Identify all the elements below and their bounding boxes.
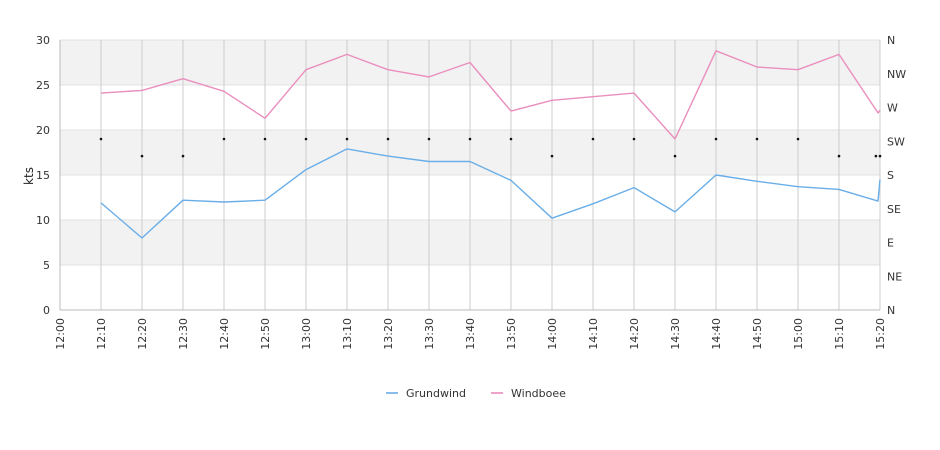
x-tick-label: 15:20	[874, 318, 887, 350]
direction-tick-label: S	[887, 169, 894, 182]
legend-item[interactable]: Windboee	[491, 387, 566, 400]
y-tick-label: 10	[36, 214, 50, 227]
x-tick-label: 12:20	[136, 318, 149, 350]
direction-marker	[755, 137, 759, 141]
x-tick-label: 13:00	[300, 318, 313, 350]
vertical-gridlines	[59, 40, 881, 310]
direction-tick-label: E	[887, 237, 894, 250]
direction-tick-label: SW	[887, 135, 905, 148]
legend-item[interactable]: Grundwind	[386, 387, 466, 400]
x-tick-label: 14:30	[669, 318, 682, 350]
direction-marker	[591, 137, 595, 141]
x-tick-label: 13:40	[464, 318, 477, 350]
direction-markers	[99, 137, 882, 158]
direction-marker	[673, 154, 677, 158]
y-tick-label: 30	[36, 34, 50, 47]
direction-marker	[99, 137, 103, 141]
direction-marker	[550, 154, 554, 158]
legend-label: Grundwind	[406, 387, 466, 400]
y-tick-label: 0	[43, 304, 50, 317]
axes	[59, 40, 880, 311]
y-tick-label: 20	[36, 124, 50, 137]
y-tick-label: 5	[43, 259, 50, 272]
direction-tick-label: W	[887, 102, 898, 115]
direction-marker	[140, 154, 144, 158]
direction-marker	[796, 137, 800, 141]
direction-axis-tick-labels: N NE E SE S SW W NW N	[887, 34, 906, 317]
series-lines	[100, 50, 881, 239]
direction-tick-label: NW	[887, 68, 906, 81]
x-tick-label: 14:50	[751, 318, 764, 350]
direction-marker	[386, 137, 390, 141]
direction-marker	[345, 137, 349, 141]
direction-tick-label: NE	[887, 270, 902, 283]
x-tick-label: 12:40	[218, 318, 231, 350]
x-tick-label: 12:50	[259, 318, 272, 350]
x-tick-label: 13:10	[341, 318, 354, 350]
direction-marker	[878, 154, 882, 158]
direction-tick-label: N	[887, 304, 895, 317]
direction-marker	[509, 137, 513, 141]
direction-marker	[222, 137, 226, 141]
y-axis-label: kts	[22, 167, 36, 185]
direction-marker	[181, 154, 185, 158]
x-tick-label: 12:00	[54, 318, 67, 350]
direction-marker	[714, 137, 718, 141]
x-tick-label: 13:20	[382, 318, 395, 350]
legend-label: Windboee	[511, 387, 566, 400]
x-tick-label: 14:40	[710, 318, 723, 350]
direction-marker	[632, 137, 636, 141]
direction-tick-label: SE	[887, 203, 901, 216]
y-axis-tick-labels: 0 5 10 15 20 25 30	[36, 34, 50, 317]
direction-marker	[468, 137, 472, 141]
x-tick-label: 14:20	[628, 318, 641, 350]
y-tick-label: 15	[36, 169, 50, 182]
legend[interactable]: Grundwind Windboee	[386, 387, 566, 400]
x-tick-label: 14:10	[587, 318, 600, 350]
direction-marker	[304, 137, 308, 141]
x-tick-label: 15:10	[833, 318, 846, 350]
direction-marker	[837, 154, 841, 158]
y-tick-label: 25	[36, 79, 50, 92]
direction-marker	[874, 154, 878, 158]
x-tick-label: 12:10	[95, 318, 108, 350]
x-tick-label: 15:00	[792, 318, 805, 350]
x-tick-label: 13:30	[423, 318, 436, 350]
x-axis-tick-labels: 12:00 12:10 12:20 12:30 12:40 12:50 13:00 13:10…	[54, 318, 887, 350]
direction-tick-label: N	[887, 34, 895, 47]
direction-marker	[263, 137, 267, 141]
x-tick-label: 13:50	[505, 318, 518, 350]
series-line-1	[100, 50, 881, 140]
x-tick-label: 14:00	[546, 318, 559, 350]
direction-marker	[427, 137, 431, 141]
series-line-0	[100, 148, 881, 239]
x-tick-label: 12:30	[177, 318, 190, 350]
